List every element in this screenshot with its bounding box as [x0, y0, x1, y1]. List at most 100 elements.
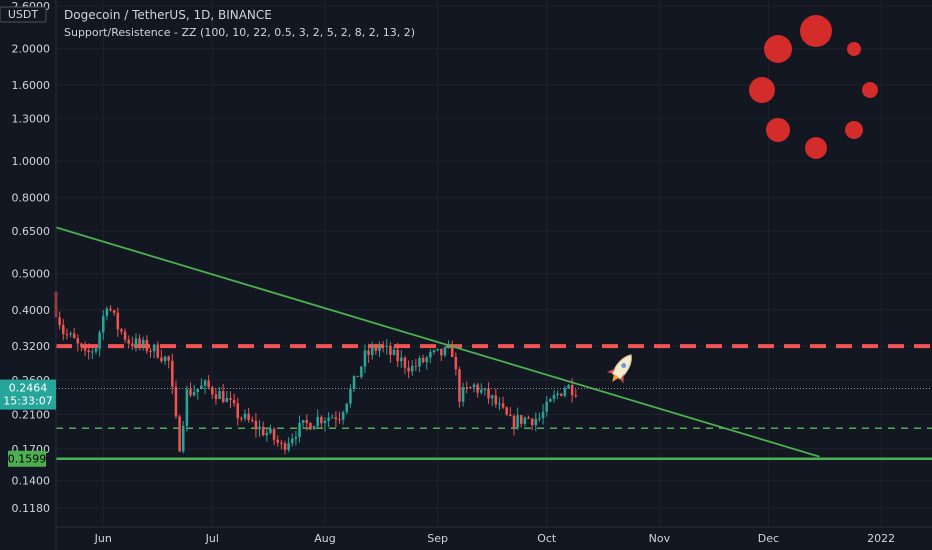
- candle-body: [472, 384, 476, 388]
- candle-body: [272, 428, 276, 440]
- candle-body: [425, 357, 429, 363]
- candle-body: [258, 426, 261, 430]
- candle-body: [149, 351, 152, 353]
- candle-body: [523, 417, 527, 424]
- candle-body: [465, 387, 469, 389]
- spinner-dot: [800, 15, 832, 47]
- candle-body: [327, 417, 330, 421]
- x-tick-label: Oct: [537, 532, 557, 545]
- x-tick-label: Aug: [314, 532, 335, 545]
- candle-body: [450, 345, 454, 357]
- candle-body: [345, 403, 349, 413]
- y-tick-label: 0.2100: [12, 409, 51, 422]
- candle-body: [225, 398, 229, 403]
- candle-body: [192, 392, 196, 396]
- descending-trendline[interactable]: [55, 226, 820, 458]
- candle-body: [487, 388, 490, 399]
- candle-body: [509, 414, 512, 416]
- countdown-value: 15:33:07: [3, 395, 52, 408]
- candle-body: [501, 403, 505, 408]
- candle-body: [109, 308, 112, 311]
- candle-body: [349, 388, 352, 404]
- candle-body: [232, 399, 236, 404]
- candle-body: [58, 317, 61, 326]
- candle-body: [363, 350, 367, 367]
- rocket-icon: [606, 354, 632, 384]
- candle-body: [563, 388, 567, 396]
- x-tick-label: Nov: [649, 532, 671, 545]
- candle-body: [83, 347, 87, 351]
- y-tick-label: 0.4000: [12, 304, 51, 317]
- candle-body: [167, 356, 170, 361]
- currency-border[interactable]: [0, 6, 47, 23]
- y-tick-label: 0.1180: [12, 502, 51, 515]
- spinner-dot: [766, 118, 790, 142]
- candle-body: [454, 356, 458, 370]
- candle-body: [403, 357, 407, 368]
- candle-body: [570, 384, 574, 396]
- candle-body: [476, 384, 479, 393]
- candle-body: [229, 398, 232, 400]
- candle-body: [240, 418, 243, 420]
- candle-body: [294, 437, 298, 439]
- candle-body: [160, 357, 163, 362]
- candle-body: [214, 394, 218, 399]
- candle-body: [181, 425, 185, 452]
- candle-body: [440, 348, 443, 356]
- spinner-dot: [845, 121, 863, 139]
- level-lines: [56, 344, 932, 460]
- candle-body: [163, 356, 167, 362]
- candle-body: [305, 420, 309, 424]
- spinner-dot: [805, 137, 827, 159]
- candle-body: [443, 347, 447, 356]
- candle-body: [320, 416, 323, 424]
- candle-body: [243, 413, 247, 419]
- candle-body: [65, 334, 69, 336]
- candle-body: [301, 420, 305, 423]
- candle-body: [251, 419, 254, 421]
- candle-body: [287, 443, 290, 450]
- candle-body: [309, 423, 312, 430]
- candle-body: [261, 426, 265, 436]
- support-badge: 0.1599: [8, 450, 46, 467]
- candle-body: [218, 391, 221, 399]
- spinner-dot: [764, 35, 792, 63]
- spinner-dot: [847, 42, 861, 56]
- price-badge: 0.2464 15:33:07: [0, 379, 56, 410]
- candle-body: [396, 349, 399, 362]
- candle-body: [171, 360, 174, 387]
- candle-body: [98, 332, 101, 349]
- indicator-legend[interactable]: Support/Resistence - ZZ (100, 10, 22, 0.…: [64, 26, 415, 39]
- candle-body: [556, 393, 559, 396]
- candle-body: [127, 339, 130, 344]
- spinner-dot: [749, 77, 775, 103]
- symbol-title[interactable]: Dogecoin / TetherUS, 1D, BINANCE: [64, 8, 272, 22]
- candle-body: [541, 411, 545, 419]
- candle-body: [341, 412, 345, 420]
- candle-body: [323, 420, 327, 424]
- candle-body: [152, 344, 156, 352]
- candle-body: [221, 391, 225, 403]
- candle-body: [374, 347, 378, 351]
- support-badge-box: [8, 450, 46, 467]
- candle-body: [61, 325, 65, 335]
- candle-body: [567, 384, 570, 389]
- candle-body: [174, 386, 178, 417]
- candle-body: [112, 310, 116, 313]
- candle-body: [76, 338, 80, 344]
- candle-body: [480, 389, 483, 393]
- candle-body: [432, 350, 436, 352]
- candle-body: [298, 422, 301, 438]
- candle-body: [91, 351, 94, 353]
- candle-body: [407, 367, 410, 372]
- candle-body: [211, 387, 214, 395]
- candle-body: [265, 432, 269, 436]
- candle-body: [105, 308, 109, 316]
- candle-body: [461, 387, 465, 402]
- candle-body: [123, 331, 127, 340]
- candle-body: [185, 389, 189, 426]
- candle-body: [458, 369, 461, 402]
- candle-body: [203, 380, 207, 386]
- candle-body: [87, 350, 90, 352]
